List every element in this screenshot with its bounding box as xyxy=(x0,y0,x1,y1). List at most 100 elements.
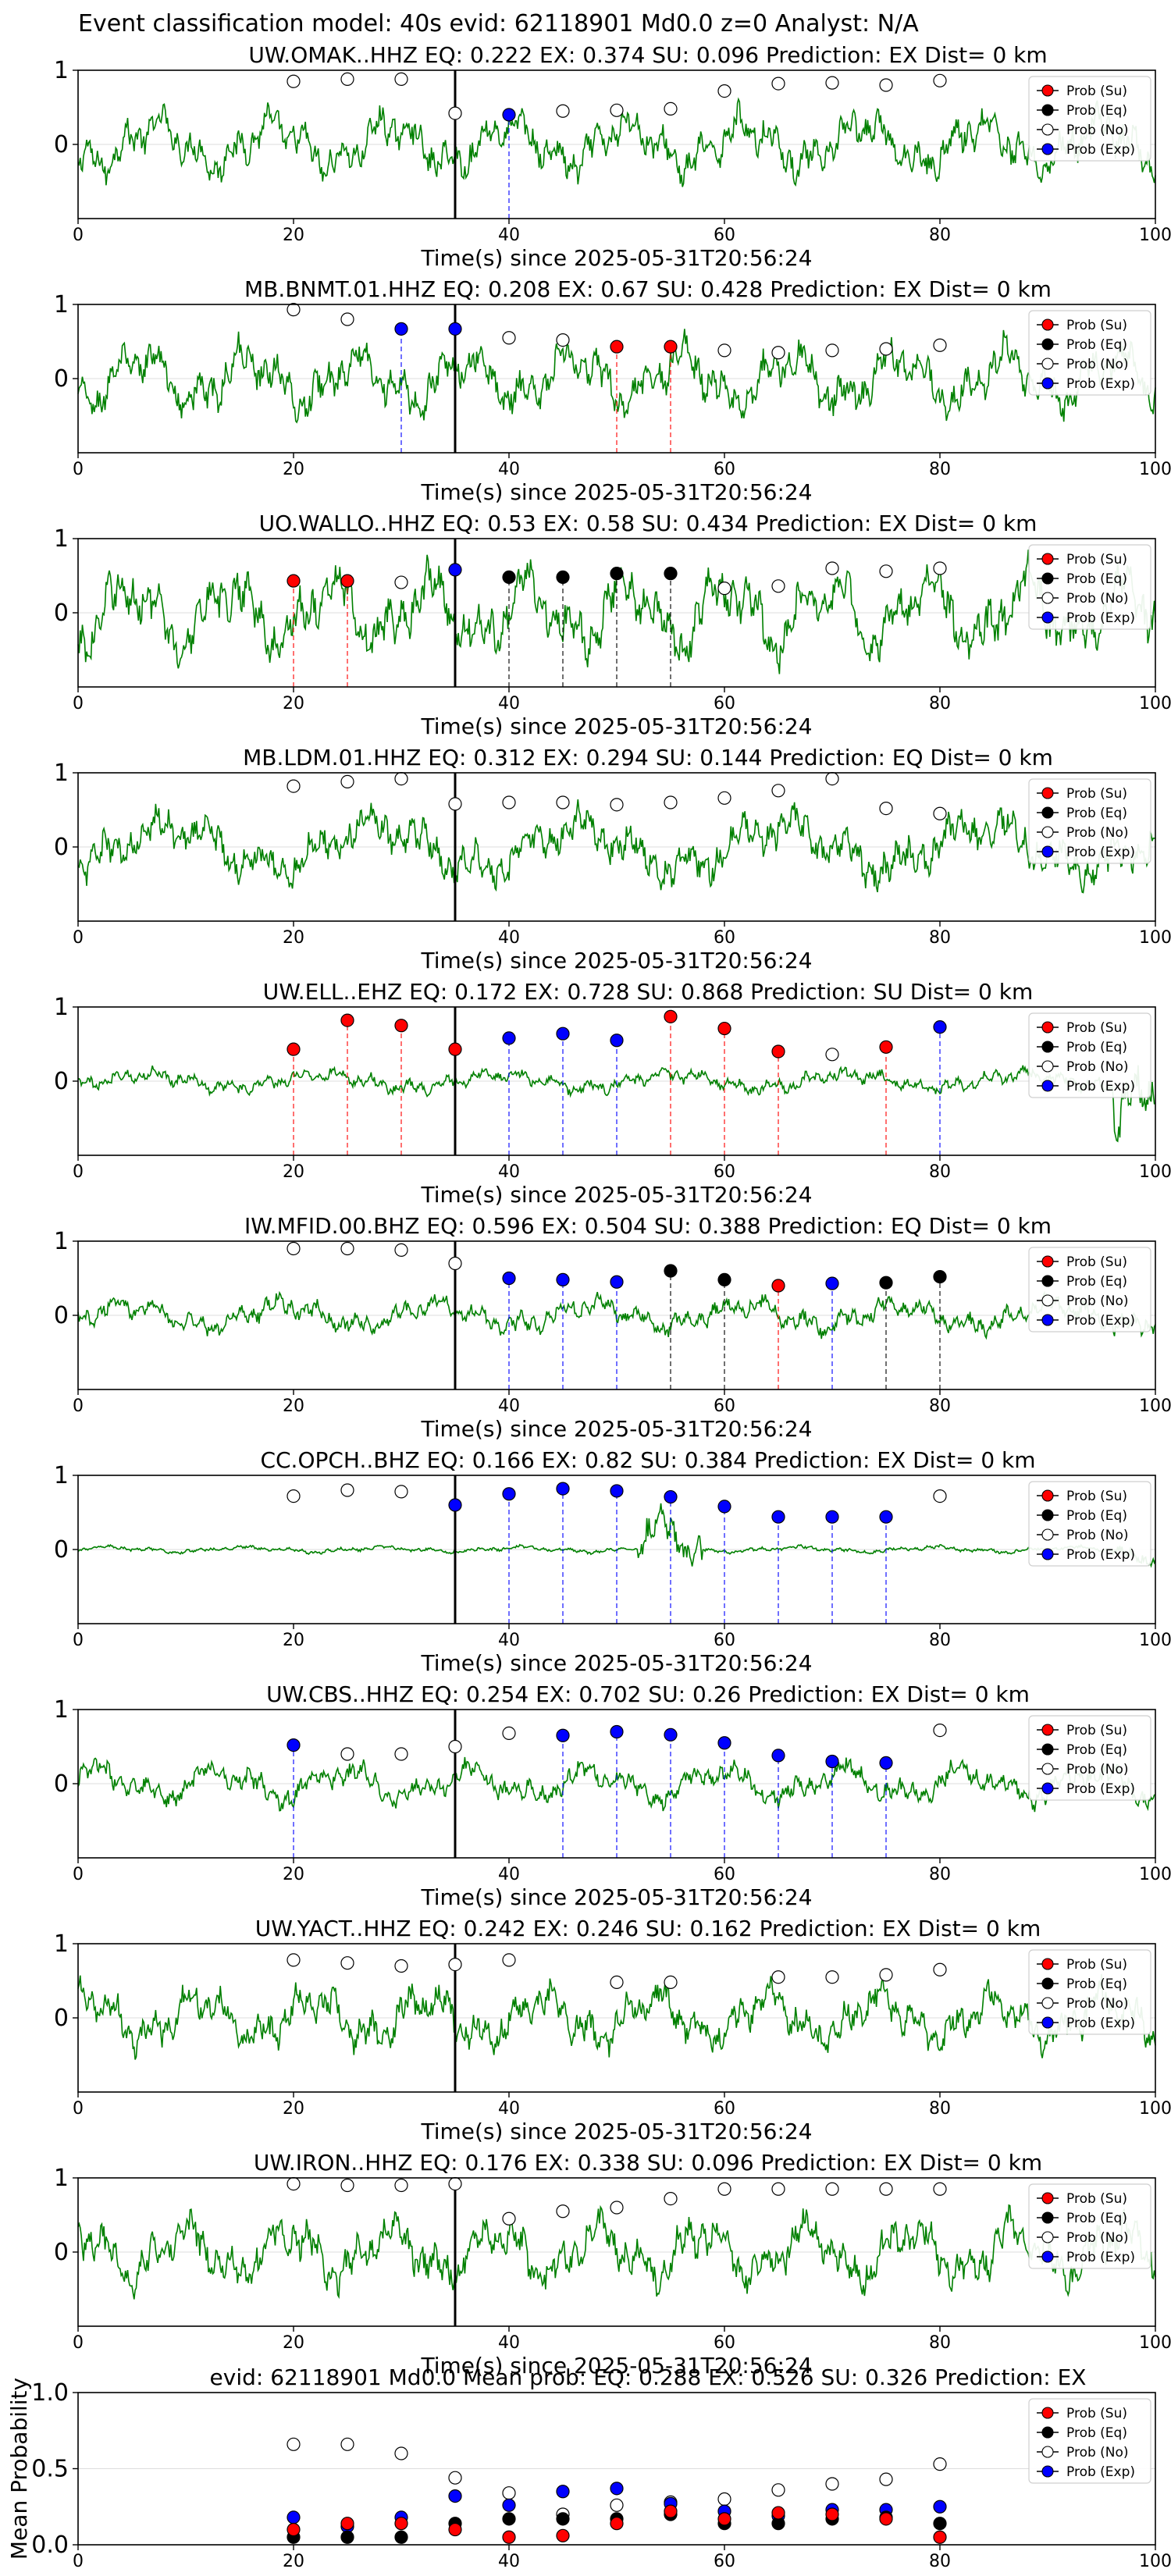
legend-marker-no xyxy=(1041,2231,1054,2243)
y-tick-label: 0 xyxy=(54,2005,69,2032)
mean-prob-point-no xyxy=(287,2437,301,2451)
x-tick-label: 100 xyxy=(1139,2552,1171,2571)
prob-point-no xyxy=(879,1968,893,1982)
x-tick-label: 0 xyxy=(73,1865,84,1884)
x-tick-label: 60 xyxy=(714,460,735,479)
legend-label-exp: Prob (Exp) xyxy=(1066,2464,1135,2480)
prob-point-no xyxy=(664,2192,678,2206)
legend-label-su: Prob (Su) xyxy=(1066,1020,1127,1036)
legend-box xyxy=(1028,544,1151,630)
prob-point-no xyxy=(933,806,947,820)
x-tick-label: 60 xyxy=(714,2552,735,2571)
legend: Prob (Su) Prob (Eq) Prob (No) Prob (Exp) xyxy=(1028,1715,1151,1801)
legend-marker-exp xyxy=(1041,1782,1054,1795)
x-tick-label: 40 xyxy=(498,2099,520,2119)
x-tick-label: 60 xyxy=(714,2099,735,2119)
prob-point-no xyxy=(340,1747,354,1761)
waveform-trace xyxy=(77,1756,1156,1813)
subplot-6: 0 20 40 60 80 100 0 1 CC.OPCH..BHZ EQ: 0.166 EX:… xyxy=(54,1447,1171,1676)
legend-label-no: Prob (No) xyxy=(1066,825,1129,841)
y-tick-label: 1 xyxy=(54,2165,69,2192)
prob-point-no xyxy=(933,73,947,87)
legend-label-su: Prob (Su) xyxy=(1066,1489,1127,1504)
prob-point-exp xyxy=(610,1275,624,1289)
mean-prob-point-no xyxy=(610,2498,624,2512)
figure-suptitle: Event classification model: 40s evid: 62… xyxy=(78,10,919,37)
mean-prob-point-exp xyxy=(448,2489,462,2503)
legend-label-no: Prob (No) xyxy=(1066,591,1129,607)
legend: Prob (Su) Prob (Eq) Prob (No) Prob (Exp) xyxy=(1028,1949,1151,2035)
mean-prob-point-exp xyxy=(287,2510,301,2524)
legend-marker-eq xyxy=(1041,104,1054,116)
prob-point-no xyxy=(340,1241,354,1256)
mean-prob-point-eq xyxy=(933,2517,947,2531)
prob-point-no xyxy=(771,579,785,593)
x-axis-label: Time(s) since 2025-05-31T20:56:24 xyxy=(420,1416,812,1442)
x-tick-label: 0 xyxy=(73,694,84,713)
legend: Prob (Su) Prob (Eq) Prob (No) Prob (Exp) xyxy=(1028,2398,1151,2484)
legend: Prob (Su) Prob (Eq) Prob (No) Prob (Exp) xyxy=(1028,310,1151,396)
y-tick-label: 1 xyxy=(54,994,69,1021)
legend-label-no: Prob (No) xyxy=(1066,1996,1129,2012)
legend-label-no: Prob (No) xyxy=(1066,2230,1129,2246)
legend-marker-eq xyxy=(1041,1509,1054,1521)
legend-box xyxy=(1028,2398,1151,2484)
x-axis-label: Time(s) since 2025-05-31T20:56:24 xyxy=(420,948,812,973)
mean-prob-point-su xyxy=(610,2517,624,2531)
x-tick-label: 40 xyxy=(498,694,520,713)
y-tick-label: 1 xyxy=(54,1462,69,1489)
y-tick-label: 1 xyxy=(54,760,69,787)
y-tick-label: 1 xyxy=(54,525,69,553)
prob-point-exp xyxy=(771,1510,785,1524)
x-tick-label: 80 xyxy=(929,1865,951,1884)
mean-prob-point-su xyxy=(556,2528,570,2542)
mean-prob-point-no xyxy=(448,2471,462,2485)
prob-point-exp xyxy=(933,1020,947,1034)
prob-point-exp xyxy=(610,1484,624,1498)
subplot-1: 0 20 40 60 80 100 0 1 MB.BNMT.01.HHZ EQ: 0.208 E… xyxy=(54,276,1171,505)
y-tick-label: 0 xyxy=(54,365,69,393)
prob-point-no xyxy=(448,1958,462,1972)
subplot-0: 0 20 40 60 80 100 0 1 UW.OMAK..HHZ EQ: 0.222 EX:… xyxy=(54,42,1171,271)
subplot-title: MB.BNMT.01.HHZ EQ: 0.208 EX: 0.67 SU: 0.… xyxy=(244,276,1052,302)
prob-point-no xyxy=(933,2182,947,2196)
prob-point-no xyxy=(879,78,893,92)
prob-point-exp xyxy=(610,1034,624,1048)
subplot-8: 0 20 40 60 80 100 0 1 UW.YACT..HHZ EQ: 0.242 EX:… xyxy=(54,1916,1171,2144)
x-tick-label: 60 xyxy=(714,1631,735,1650)
prob-point-no xyxy=(610,798,624,812)
subplot-title: CC.OPCH..BHZ EQ: 0.166 EX: 0.82 SU: 0.38… xyxy=(260,1447,1035,1473)
prob-point-no xyxy=(340,774,354,789)
prob-point-no xyxy=(556,795,570,809)
prob-point-no xyxy=(664,1975,678,1989)
waveform-trace xyxy=(77,799,1155,894)
legend-marker-no xyxy=(1041,1763,1054,1775)
legend-label-eq: Prob (Eq) xyxy=(1066,1976,1127,1992)
prob-point-no xyxy=(825,1970,839,1984)
legend-marker-eq xyxy=(1041,338,1054,350)
prob-point-no xyxy=(556,104,570,118)
legend-marker-exp xyxy=(1041,845,1054,858)
legend-marker-exp xyxy=(1041,143,1054,155)
x-tick-label: 0 xyxy=(73,460,84,479)
prob-point-eq xyxy=(664,567,678,581)
legend-label-exp: Prob (Exp) xyxy=(1066,1781,1135,1797)
x-tick-label: 60 xyxy=(714,928,735,948)
legend-box xyxy=(1028,778,1151,864)
legend-marker-exp xyxy=(1041,2016,1054,2029)
legend-marker-eq xyxy=(1041,2211,1054,2224)
prob-point-no xyxy=(717,84,731,98)
mean-prob-point-su xyxy=(879,2512,893,2526)
x-axis-label: Time(s) since 2025-05-31T20:56:24 xyxy=(420,1650,812,1676)
prob-point-no xyxy=(664,795,678,809)
legend: Prob (Su) Prob (Eq) Prob (No) Prob (Exp) xyxy=(1028,778,1151,864)
legend-marker-su xyxy=(1041,2407,1054,2419)
prob-point-no xyxy=(933,561,947,575)
prob-point-no xyxy=(394,1485,408,1499)
prob-point-exp xyxy=(825,1754,839,1769)
mean-prob-point-su xyxy=(825,2507,839,2521)
x-tick-label: 80 xyxy=(929,1397,951,1416)
legend-marker-su xyxy=(1041,1489,1054,1502)
legend-label-no: Prob (No) xyxy=(1066,123,1129,138)
